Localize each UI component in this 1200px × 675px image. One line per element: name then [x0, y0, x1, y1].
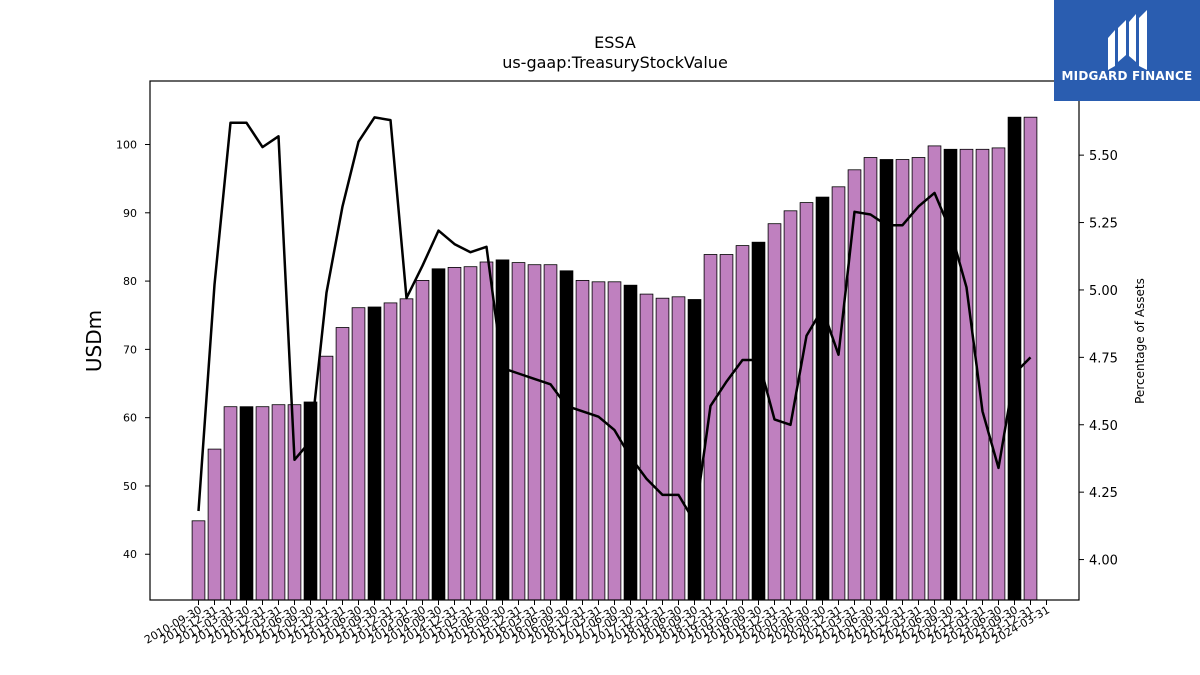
bar — [287, 404, 302, 601]
bar — [815, 196, 830, 601]
y-axis-left: 40 50 60 70 80 90 100 — [116, 139, 150, 561]
midgard-finance-logo: MIDGARD FINANCE — [1054, 0, 1200, 101]
bar — [239, 406, 254, 601]
bar — [863, 157, 878, 601]
y-tick-label: 50 — [123, 480, 137, 493]
bar — [463, 266, 478, 601]
bar — [207, 448, 222, 601]
bar — [927, 145, 942, 601]
y-tick-label: 70 — [123, 343, 137, 356]
line-series — [197, 116, 1032, 524]
bar — [559, 270, 574, 601]
bar — [799, 202, 814, 601]
y2-tick-label: 4.75 — [1089, 351, 1118, 366]
x-axis: 2010-09-302010-12-312011-03-312011-09-30… — [142, 600, 1052, 647]
bar — [911, 157, 926, 601]
bar — [351, 307, 366, 601]
bar — [655, 297, 670, 601]
bar — [751, 241, 766, 601]
y2-tick-label: 4.00 — [1089, 554, 1118, 569]
line-path — [197, 116, 1032, 524]
bar — [399, 298, 414, 601]
bar — [623, 284, 638, 601]
bar — [479, 261, 494, 601]
bar — [271, 404, 286, 601]
y-tick-label: 80 — [123, 275, 137, 288]
chart-title: ESSA — [594, 33, 636, 52]
y2-tick-label: 4.25 — [1089, 486, 1118, 501]
bar — [447, 266, 462, 601]
bar — [495, 259, 510, 601]
bar — [367, 306, 382, 601]
bar — [319, 355, 334, 601]
y2-axis-label: Percentage of Assets — [1133, 278, 1147, 404]
bar — [687, 299, 702, 601]
bar — [575, 279, 590, 601]
bar — [607, 281, 622, 601]
bar — [415, 279, 430, 601]
bar — [831, 186, 846, 601]
y2-tick-label: 5.00 — [1089, 284, 1118, 299]
bar — [335, 327, 350, 601]
bar — [991, 147, 1006, 601]
logo-text: MIDGARD FINANCE — [1061, 69, 1193, 83]
bar — [383, 302, 398, 601]
y-tick-label: 100 — [116, 139, 137, 152]
bar — [767, 223, 782, 601]
bar — [431, 268, 446, 601]
bar — [255, 406, 270, 601]
y-tick-label: 40 — [123, 548, 137, 561]
bar — [959, 148, 974, 601]
y2-tick-label: 5.25 — [1089, 217, 1118, 232]
bar — [735, 245, 750, 601]
bar — [639, 293, 654, 601]
bar — [511, 262, 526, 601]
y-axis-label: USDm — [82, 310, 106, 372]
chart-subtitle: us-gaap:TreasuryStockValue — [502, 53, 728, 72]
bar — [1007, 116, 1022, 601]
bar — [703, 254, 718, 601]
bar — [223, 406, 238, 601]
y-axis-right: 4.00 4.25 4.50 4.75 5.00 5.25 5.50 — [1079, 149, 1118, 569]
y2-tick-label: 5.50 — [1089, 149, 1118, 164]
bar — [527, 264, 542, 601]
bar — [543, 264, 558, 601]
y-tick-label: 90 — [123, 207, 137, 220]
bar — [671, 296, 686, 601]
bar — [719, 254, 734, 601]
bar — [591, 281, 606, 601]
y-tick-label: 60 — [123, 412, 137, 425]
y2-tick-label: 4.50 — [1089, 419, 1118, 434]
bar — [191, 520, 206, 601]
bar — [847, 169, 862, 601]
midgard-logo-icon — [1108, 10, 1147, 70]
